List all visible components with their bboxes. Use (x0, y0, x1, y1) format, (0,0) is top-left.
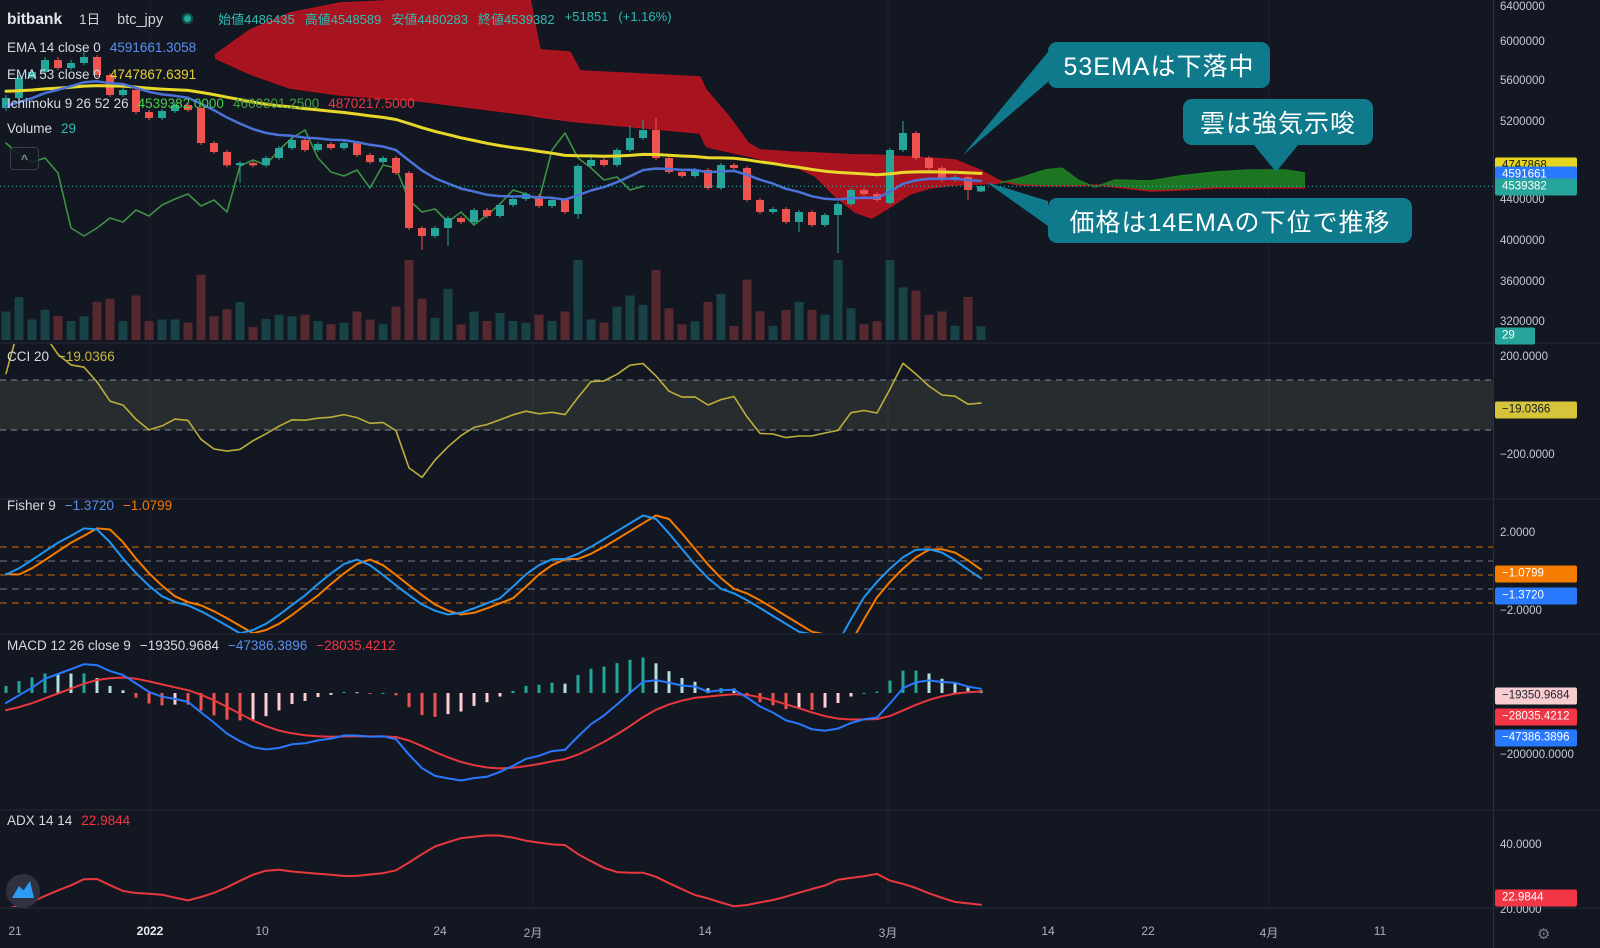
time-tick-label: 24 (433, 924, 447, 938)
axis-tick-label: 2.0000 (1500, 527, 1536, 539)
legend-ema14[interactable]: EMA 14 close 0 4591661.3058 (7, 40, 197, 55)
cci-value: −19.0366 (58, 349, 115, 364)
ichimoku-value-2: 4660301.2500 (232, 96, 320, 111)
volume-value: 29 (61, 121, 77, 136)
fisher-value: −1.3720 (64, 498, 114, 513)
legend-ichimoku[interactable]: Ichimoku 9 26 52 26 4539382.0000 4660301… (7, 96, 415, 111)
annotation-cloud-bullish[interactable]: 雲は強気示唆 (1183, 99, 1373, 145)
legend-volume[interactable]: Volume 29 (7, 121, 77, 136)
time-tick-label: 21 (8, 924, 22, 938)
time-tick-label: 14 (1041, 924, 1055, 938)
ema53-value: 4747867.6391 (109, 67, 197, 82)
axis-tick-label: 4000000 (1500, 235, 1545, 247)
time-tick-label: 3月 (878, 926, 898, 940)
axis-tick-label: 40.0000 (1500, 839, 1542, 851)
macd-signal-value: −28035.4212 (316, 638, 396, 653)
axis-tick-label: −200000.0000 (1500, 749, 1574, 761)
time-tick-label: 11 (1373, 924, 1387, 938)
cci-price-label: −19.0366 (1495, 401, 1577, 419)
time-tick-label: 22 (1141, 924, 1155, 938)
annotation-price-below-14ema[interactable]: 価格は14EMAの下位で推移 (1048, 198, 1412, 243)
time-tick-label: 4月 (1259, 926, 1279, 940)
legend-adx[interactable]: ADX 14 14 22.9844 (7, 813, 131, 828)
axis-tick-label: −200.0000 (1500, 449, 1555, 461)
macd-price-label: −28035.4212 (1495, 708, 1577, 726)
legend-cci[interactable]: CCI 20 −19.0366 (7, 349, 115, 364)
annotation-53ema-falling[interactable]: 53EMAは下落中 (1048, 42, 1270, 88)
interval-label[interactable]: 1日 (79, 12, 101, 27)
main-price-label: 4539382 (1495, 178, 1577, 196)
ichimoku-value-3: 4870217.5000 (328, 96, 415, 111)
macd-price-label: −47386.3896 (1495, 729, 1577, 747)
change-value: +51851 (564, 9, 609, 24)
fisher-trigger-value: −1.0799 (122, 498, 173, 513)
change-percent: (+1.16%) (618, 9, 672, 24)
time-tick-label: 2022 (136, 924, 164, 938)
axis-tick-label: 3600000 (1500, 276, 1545, 288)
legend-fisher[interactable]: Fisher 9 −1.3720 −1.0799 (7, 498, 173, 513)
collapse-legend-button[interactable]: ^ (10, 147, 39, 170)
axis-tick-label: 3200000 (1500, 316, 1545, 328)
time-tick-label: 10 (255, 924, 269, 938)
ema14-value: 4591661.3058 (109, 40, 197, 55)
ichimoku-value-1: 4539382.0000 (137, 96, 224, 111)
symbol-header[interactable]: bitbank 1日 btc_jpy 始値4486435 高値4548589 安… (7, 8, 672, 29)
market-status-icon (182, 13, 194, 24)
time-tick-label: 2月 (523, 926, 543, 940)
legend-ema53[interactable]: EMA 53 close 0 4747867.6391 (7, 67, 197, 82)
axis-tick-label: 5200000 (1500, 116, 1545, 128)
main-price-label: 29 (1495, 327, 1535, 345)
time-tick-label: 14 (698, 924, 712, 938)
axis-tick-label: 20.0000 (1500, 904, 1542, 916)
time-axis[interactable]: 21 2022 10 24 2月 14 3月 14 22 4月 11 (0, 908, 1493, 948)
axis-tick-label: −2.0000 (1500, 605, 1542, 617)
macd-hist-value: −19350.9684 (139, 638, 220, 653)
legend-macd[interactable]: MACD 12 26 close 9 −19350.9684 −47386.38… (7, 638, 396, 653)
fisher-price-label: −1.3720 (1495, 587, 1577, 605)
axis-tick-label: 4400000 (1500, 194, 1545, 206)
axis-tick-label: 6000000 (1500, 36, 1545, 48)
exchange-name: bitbank (7, 11, 63, 28)
axis-tick-label: 5600000 (1500, 75, 1545, 87)
macd-line-value: −47386.3896 (228, 638, 308, 653)
adx-price-label: 22.9844 (1495, 889, 1577, 907)
axis-tick-label: 200.0000 (1500, 351, 1548, 363)
ohlc-readout: 始値4486435 高値4548589 安値4480283 終値4539382 … (218, 9, 672, 27)
adx-value: 22.9844 (81, 813, 131, 828)
price-axis[interactable] (1493, 0, 1600, 948)
fisher-price-label: −1.0799 (1495, 565, 1577, 583)
macd-price-label: −19350.9684 (1495, 687, 1577, 705)
axis-tick-label: 6400000 (1500, 1, 1545, 13)
settings-gear-icon[interactable]: ⚙ (1537, 926, 1551, 943)
symbol-name: btc_jpy (117, 12, 164, 28)
